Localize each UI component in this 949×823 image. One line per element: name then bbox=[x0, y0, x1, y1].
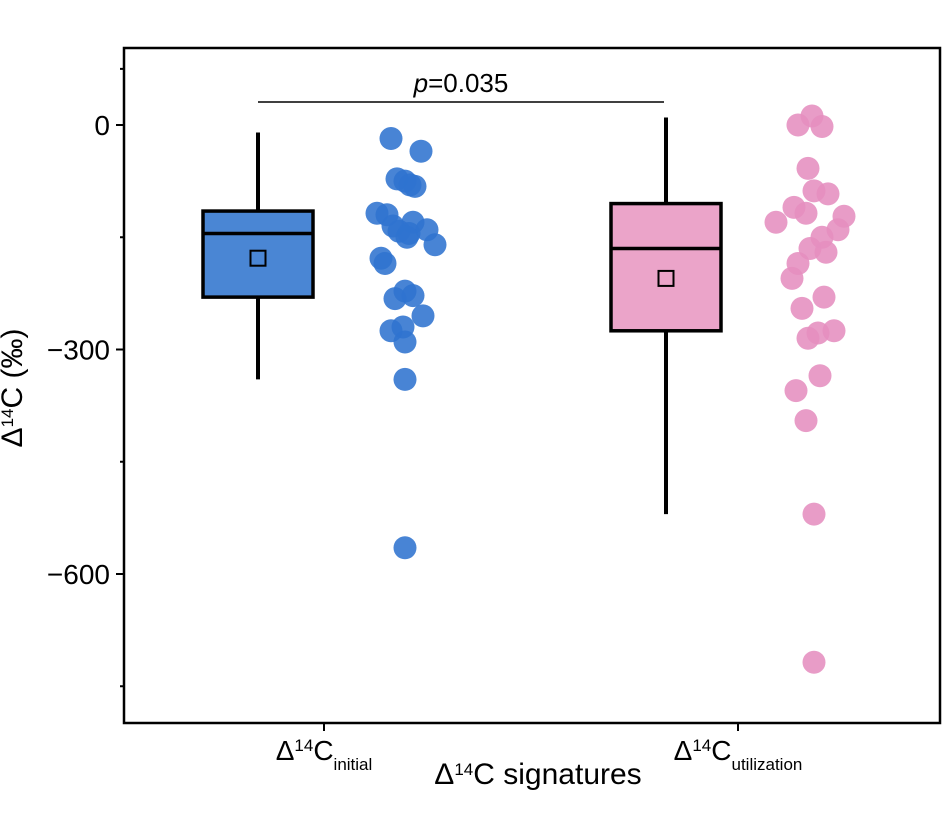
data-point bbox=[401, 284, 425, 308]
data-point bbox=[802, 502, 826, 526]
data-point bbox=[796, 156, 820, 180]
data-point bbox=[373, 251, 397, 275]
data-point bbox=[764, 210, 788, 234]
data-point bbox=[780, 266, 804, 290]
data-point bbox=[411, 304, 435, 328]
data-point bbox=[808, 364, 832, 388]
mean-marker bbox=[657, 269, 675, 287]
y-axis-title: Δ14C (‰) bbox=[0, 329, 29, 448]
data-point bbox=[790, 296, 814, 320]
data-point bbox=[814, 240, 838, 264]
data-point bbox=[794, 201, 818, 225]
y-tick-label: −600 bbox=[47, 559, 110, 590]
data-point bbox=[383, 287, 407, 311]
data-point bbox=[794, 409, 818, 433]
y-tick-label: −300 bbox=[47, 335, 110, 366]
data-point bbox=[403, 174, 427, 198]
mean-marker bbox=[249, 249, 267, 267]
data-point bbox=[395, 225, 419, 249]
data-point bbox=[409, 139, 433, 163]
data-point bbox=[393, 330, 417, 354]
iqr-box bbox=[201, 209, 315, 299]
data-point bbox=[810, 114, 834, 138]
data-point bbox=[393, 536, 417, 560]
data-point bbox=[393, 367, 417, 391]
plot-frame bbox=[122, 46, 942, 725]
data-point bbox=[784, 379, 808, 403]
x-axis-title: Δ14C signatures bbox=[434, 758, 641, 791]
x-tick-label: Δ14Cinitial bbox=[276, 735, 373, 774]
data-point bbox=[816, 182, 840, 206]
plot-area: 0 −300 −600 Δ14Cinitial Δ14Cutilization bbox=[47, 67, 856, 774]
data-point bbox=[812, 285, 836, 309]
data-point bbox=[796, 326, 820, 350]
iqr-box bbox=[609, 201, 723, 333]
data-point bbox=[379, 126, 403, 150]
y-tick-label: 0 bbox=[94, 110, 110, 141]
data-point bbox=[802, 650, 826, 674]
data-point bbox=[786, 113, 810, 137]
x-tick-label: Δ14Cutilization bbox=[674, 735, 803, 774]
significance-label: p=0.035 bbox=[413, 68, 509, 98]
data-point bbox=[423, 233, 447, 257]
